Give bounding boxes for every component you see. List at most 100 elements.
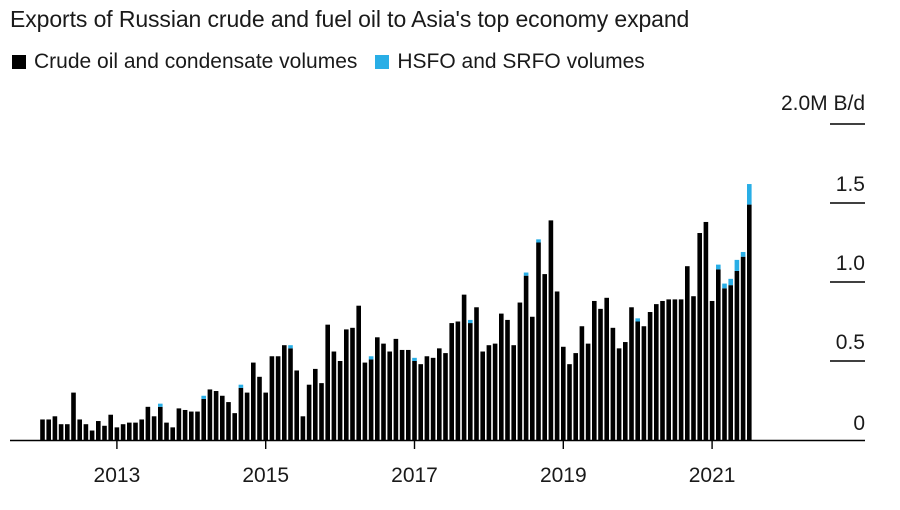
bar-crude xyxy=(282,345,287,440)
y-tick-label: 1.0 xyxy=(836,252,865,275)
bar-crude xyxy=(536,242,541,440)
bar-fuel-oil xyxy=(734,259,740,271)
bar-crude xyxy=(52,416,58,440)
bar-crude xyxy=(164,422,169,440)
bar-crude xyxy=(288,348,293,440)
bar-crude xyxy=(499,313,504,440)
bar-crude xyxy=(96,421,101,440)
bar-crude xyxy=(430,357,436,440)
bar-crude xyxy=(592,300,597,440)
bar-crude xyxy=(722,288,727,440)
bar-crude xyxy=(313,368,318,440)
legend-label-fuel-oil: HSFO and SRFO volumes xyxy=(397,50,645,73)
bar-crude xyxy=(71,392,76,440)
bar-crude xyxy=(474,307,479,440)
bar-crude xyxy=(381,343,386,440)
bar-fuel-oil xyxy=(635,318,640,322)
bar-crude xyxy=(58,424,64,440)
bar-crude xyxy=(585,343,591,440)
bar-crude xyxy=(325,324,330,440)
bar-crude xyxy=(158,406,163,440)
bar-fuel-oil xyxy=(716,264,721,270)
bar-crude xyxy=(486,345,492,440)
bar-crude xyxy=(387,351,392,440)
bar-crude xyxy=(449,323,454,440)
bar-crude xyxy=(461,294,467,440)
bar-fuel-oil xyxy=(288,345,293,349)
bar-crude xyxy=(46,419,51,440)
bar-crude xyxy=(443,353,448,440)
bar-crude xyxy=(697,233,702,440)
bar-crude xyxy=(213,391,219,440)
bar-crude xyxy=(623,342,628,440)
bar-crude xyxy=(189,411,194,440)
bar-crude xyxy=(573,353,578,440)
bar-crude xyxy=(232,413,237,440)
bar-crude xyxy=(740,256,746,440)
bar-crude xyxy=(133,422,138,440)
legend-swatch-fuel-oil xyxy=(375,55,390,69)
bar-crude xyxy=(375,337,380,440)
y-axis-unit-label: 2.0M B/d xyxy=(781,92,865,115)
bar-fuel-oil xyxy=(722,283,727,289)
bar-crude xyxy=(368,359,374,440)
bar-crude xyxy=(257,376,262,440)
bar-crude xyxy=(319,383,324,440)
bar-crude xyxy=(83,424,89,440)
legend-item-fuel-oil: HSFO and SRFO volumes xyxy=(375,50,645,74)
bar-crude xyxy=(176,408,182,440)
bar-crude xyxy=(691,296,696,440)
bar-crude xyxy=(337,361,343,440)
bar-crude xyxy=(331,351,337,440)
bar-crude xyxy=(65,424,70,440)
x-tick-label: 2021 xyxy=(689,464,736,487)
bar-crude xyxy=(567,364,572,440)
x-tick-label: 2017 xyxy=(391,464,438,487)
bar-crude xyxy=(399,349,405,440)
legend: Crude oil and condensate volumes HSFO an… xyxy=(12,50,663,74)
bar-fuel-oil xyxy=(158,403,163,407)
legend-item-crude: Crude oil and condensate volumes xyxy=(12,50,357,74)
bar-fuel-oil xyxy=(536,239,541,243)
bar-crude xyxy=(647,312,653,440)
bar-crude xyxy=(604,297,609,440)
bar-crude xyxy=(678,299,684,440)
bar-crude xyxy=(716,269,721,440)
bar-crude xyxy=(263,392,268,440)
bar-crude xyxy=(424,356,430,440)
bar-fuel-oil xyxy=(523,272,529,276)
bar-crude xyxy=(145,406,151,440)
bar-crude xyxy=(201,398,206,440)
bar-crude xyxy=(306,384,312,440)
x-tick-label: 2015 xyxy=(242,464,289,487)
legend-swatch-crude xyxy=(12,55,26,69)
bar-crude xyxy=(598,308,603,440)
bar-crude xyxy=(437,348,442,440)
bar-crude xyxy=(728,285,733,440)
legend-label-crude: Crude oil and condensate volumes xyxy=(34,50,358,73)
y-tick-label: 0.5 xyxy=(836,331,865,354)
bar-fuel-oil xyxy=(238,384,244,388)
bar-crude xyxy=(393,338,399,440)
bar-crude xyxy=(77,419,82,440)
bar-crude xyxy=(610,327,616,440)
bar-crude xyxy=(747,204,752,440)
bar-crude xyxy=(616,348,622,440)
bar-crude xyxy=(418,364,423,440)
bar-crude xyxy=(455,321,461,440)
bar-crude xyxy=(629,307,634,440)
bar-crude xyxy=(294,370,299,440)
bar-crude xyxy=(685,266,690,440)
bar-crude xyxy=(170,427,175,440)
x-tick-label: 2013 xyxy=(94,464,141,487)
bar-crude xyxy=(207,389,213,440)
bar-crude xyxy=(127,422,132,440)
bar-crude xyxy=(505,319,510,440)
bar-crude xyxy=(226,402,231,440)
bar-crude xyxy=(238,387,244,440)
y-tick-label: 1.5 xyxy=(836,173,865,196)
bar-crude xyxy=(244,392,250,440)
bar-fuel-oil xyxy=(468,319,473,324)
bar-crude xyxy=(350,327,355,440)
bar-crude xyxy=(480,351,485,440)
